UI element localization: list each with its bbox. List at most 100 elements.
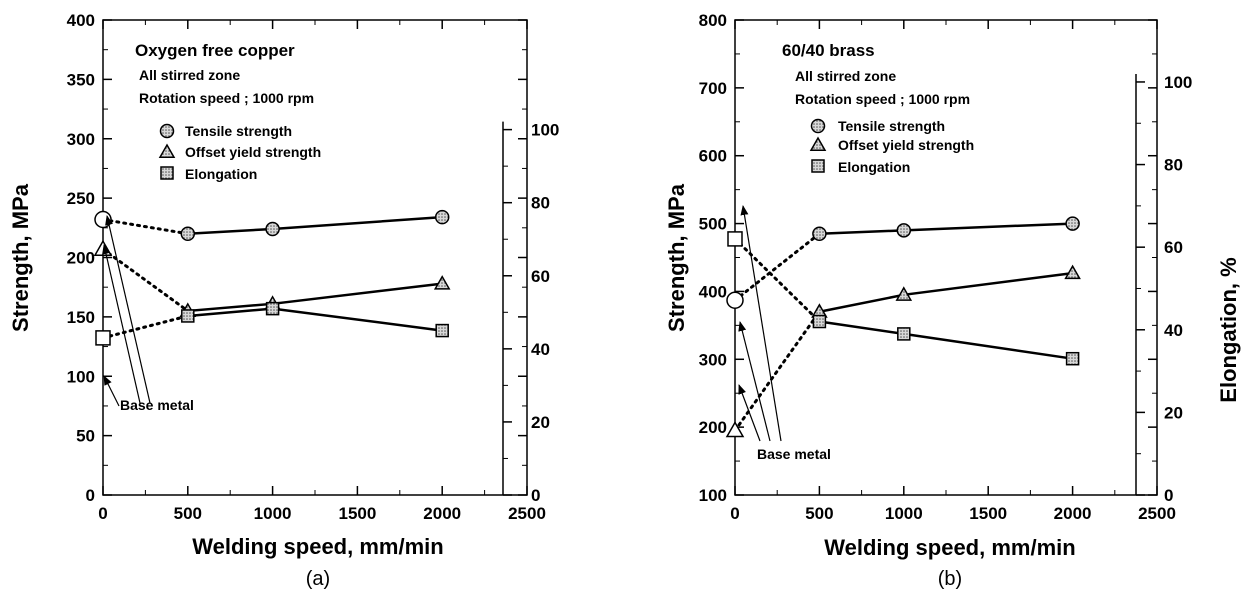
legend-label-elongation: Elongation (838, 159, 910, 175)
y-tick-label: 700 (699, 79, 727, 98)
data-point (434, 209, 450, 225)
data-point (181, 309, 195, 323)
series-line (187, 307, 443, 332)
base-metal-annotation (102, 215, 151, 407)
x-tick-label: 500 (805, 504, 833, 523)
legend-marker (158, 143, 176, 158)
y-tick-label: 250 (67, 189, 95, 208)
note-rotation: Rotation speed ; 1000 rpm (795, 91, 970, 107)
data-point (896, 223, 912, 238)
data-point (433, 275, 451, 290)
data-point (1064, 264, 1081, 280)
data-point (895, 286, 913, 301)
x-tick-label: 500 (174, 504, 202, 523)
annotation-arrow (102, 244, 141, 404)
legend-marker (809, 136, 827, 151)
data-point (265, 301, 280, 316)
base-metal-label: Base metal (757, 446, 831, 462)
y2-tick-label: 20 (531, 413, 550, 432)
y-tick-label: 200 (67, 249, 95, 268)
y-tick-label: 400 (699, 282, 727, 301)
note-rotation: Rotation speed ; 1000 rpm (139, 90, 314, 106)
base-metal-dotted-line (101, 247, 190, 313)
series-line (819, 271, 1073, 314)
x-tick-label: 1000 (885, 504, 923, 523)
y2-tick-label: 40 (1164, 321, 1183, 340)
y-tick-label: 100 (699, 486, 727, 505)
y-tick-label: 400 (67, 11, 95, 30)
x-tick-label: 2000 (423, 504, 461, 523)
y2-tick-label: 40 (531, 340, 550, 359)
y-tick-label: 50 (76, 427, 95, 446)
y-tick-label: 200 (699, 418, 727, 437)
base-metal-point (727, 231, 743, 247)
base-metal-dotted-line (733, 232, 821, 302)
y-axis-title: Strength, MPa (8, 183, 33, 332)
annotation-arrow (740, 205, 782, 442)
data-point (265, 221, 280, 237)
y2-tick-label: 20 (1164, 403, 1183, 422)
legend-label-elongation: Elongation (185, 166, 257, 182)
chart-title: 60/40 brass (782, 41, 875, 60)
base-metal-point (726, 291, 744, 309)
y-tick-label: 800 (699, 11, 727, 30)
series-line (187, 215, 443, 235)
subfigure-label: (a) (306, 568, 330, 590)
data-point (1065, 216, 1080, 231)
series-line (187, 282, 443, 313)
y2-tick-label: 60 (531, 267, 550, 286)
y-tick-label: 0 (86, 486, 95, 505)
x-tick-label: 0 (730, 504, 739, 523)
x-axis-title: Welding speed, mm/min (824, 535, 1075, 560)
legend-label-tensile: Tensile strength (185, 123, 292, 139)
legend-marker (810, 118, 826, 134)
y-tick-label: 100 (67, 367, 95, 386)
series-line (819, 222, 1073, 235)
annotation-arrow (105, 215, 151, 404)
legend-label-tensile: Tensile strength (838, 118, 945, 134)
x-tick-label: 2500 (1138, 504, 1176, 523)
y2-tick-label: 80 (1164, 156, 1183, 175)
y-tick-label: 150 (67, 308, 95, 327)
y2-tick-label: 100 (1164, 73, 1192, 92)
data-point (1065, 351, 1080, 366)
legend-label-yield: Offset yield strength (838, 137, 974, 153)
y-axis-title: Strength, MPa (664, 183, 689, 332)
x-tick-label: 1500 (969, 504, 1007, 523)
base-metal-dotted-line (733, 237, 821, 324)
legend-marker (159, 123, 175, 139)
base-metal-annotation (738, 205, 782, 442)
legend-marker (160, 166, 174, 180)
base-metal-dotted-line (733, 310, 821, 433)
chart-title: Oxygen free copper (135, 41, 295, 60)
base-metal-point (95, 330, 111, 346)
series-line (819, 320, 1073, 360)
x-tick-label: 2000 (1054, 504, 1092, 523)
axes: 0 500 1000 1500 2000 250005010015020025030035… (67, 11, 560, 523)
y-tick-label: 300 (67, 130, 95, 149)
y-tick-label: 600 (699, 147, 727, 166)
axes: 0 500 1000 1500 2000 250010020030040050060070… (699, 11, 1193, 523)
x-tick-label: 0 (98, 504, 107, 523)
subfigure-label: (b) (938, 568, 962, 590)
y-tick-label: 350 (67, 70, 95, 89)
legend: 60/40 brass All stirred zone Rotation sp… (782, 41, 974, 175)
chart-panel-a: 0 500 1000 1500 2000 250005010015020025030035… (8, 11, 559, 590)
series-markers (725, 216, 1081, 438)
data-point (180, 226, 196, 241)
y2-tick-label: 60 (1164, 238, 1183, 257)
x-tick-label: 1500 (338, 504, 376, 523)
base-metal-label: Base metal (120, 397, 194, 413)
note-zone: All stirred zone (139, 67, 240, 83)
y2-tick-label: 0 (1164, 486, 1173, 505)
base-metal-dotted-line (101, 314, 190, 340)
y-tick-label: 300 (699, 350, 727, 369)
y2-axis-title: Elongation, % (1216, 257, 1241, 402)
note-zone: All stirred zone (795, 68, 896, 84)
base-metal-point (93, 239, 113, 256)
x-tick-label: 1000 (254, 504, 292, 523)
data-point (435, 323, 449, 338)
base-metal-point (725, 421, 745, 438)
series-lines (733, 222, 1073, 433)
